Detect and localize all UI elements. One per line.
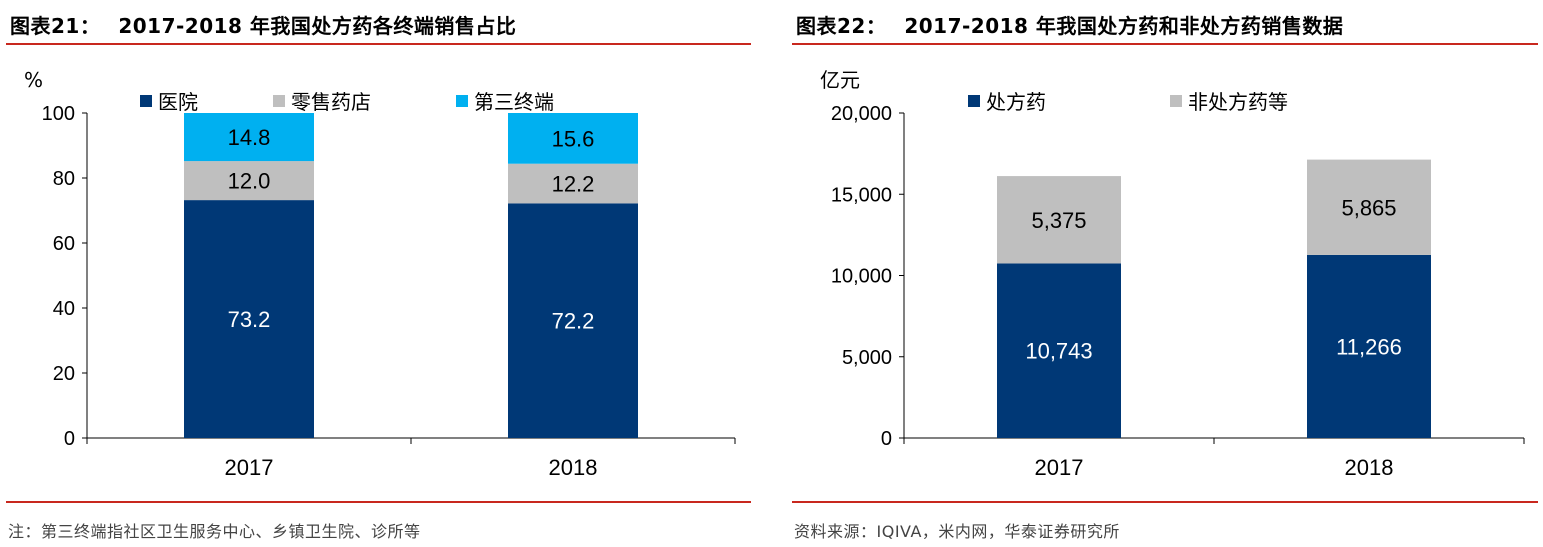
bar-segment-2018 <box>1307 159 1431 255</box>
y-tick-label: 80 <box>53 168 75 190</box>
chart-panel-rx-otc-sales: 图表22： 2017-2018 年我国处方药和非处方药销售数据 亿元 0 5,000 1… <box>786 0 1543 547</box>
y-tick-label: 100 <box>42 103 75 125</box>
y-tick-label: 20,000 <box>831 103 892 125</box>
bar-segment-2018 <box>1307 254 1431 438</box>
chart-title-text: 2017-2018 年我国处方药各终端销售占比 <box>118 14 517 38</box>
legend-swatch <box>456 95 468 107</box>
legend-label: 零售药店 <box>291 90 371 114</box>
bar-segment-2018 <box>508 203 638 438</box>
stacked-bar-chart-rx-otc-sales: 亿元 0 5,000 10,000 15,000 20,000 10,743 5,375 201… <box>820 68 1525 480</box>
legend-swatch <box>1170 95 1182 107</box>
data-label: 5,865 <box>1341 195 1396 220</box>
x-tick-label: 2018 <box>549 455 598 480</box>
bar-segment-2017 <box>184 200 314 438</box>
legend-swatch <box>968 95 980 107</box>
data-label: 72.2 <box>552 309 595 334</box>
data-label: 15.6 <box>552 126 595 151</box>
legend-swatch <box>140 95 152 107</box>
bar-segment-2017 <box>184 113 314 162</box>
x-tick-label: 2018 <box>1345 455 1394 480</box>
y-tick-label: 0 <box>64 428 75 450</box>
data-label: 73.2 <box>228 307 271 332</box>
data-label: 11,266 <box>1336 334 1402 359</box>
y-axis-unit-label: 亿元 <box>820 68 860 92</box>
y-tick-label: 20 <box>53 363 75 385</box>
bar-segment-2018 <box>508 113 638 164</box>
legend-swatch <box>273 95 285 107</box>
y-axis-unit-label: % <box>24 68 43 92</box>
chart-number: 图表21： <box>10 14 101 38</box>
footnote: 注：第三终端指社区卫生服务中心、乡镇卫生院、诊所等 <box>8 522 421 541</box>
x-tick-label: 2017 <box>1035 455 1084 480</box>
chart-title: 图表22： 2017-2018 年我国处方药和非处方药销售数据 <box>796 10 1343 39</box>
y-tick-label: 10,000 <box>831 266 892 288</box>
bar-segment-2017 <box>184 161 314 201</box>
title-rule <box>6 43 751 45</box>
chart-title: 图表21： 2017-2018 年我国处方药各终端销售占比 <box>10 10 516 39</box>
chart-number: 图表22： <box>796 14 887 38</box>
y-tick-label: 40 <box>53 298 75 320</box>
title-rule <box>792 43 1538 45</box>
chart-title-text: 2017-2018 年我国处方药和非处方药销售数据 <box>904 14 1344 38</box>
data-label: 12.0 <box>228 169 271 194</box>
data-label: 10,743 <box>1025 339 1092 364</box>
bar-segment-2017 <box>997 176 1121 264</box>
y-tick-label: 0 <box>881 428 892 450</box>
y-tick-label: 60 <box>53 233 75 255</box>
bar-segment-2017 <box>997 263 1121 438</box>
source-note: 资料来源：IQIVA，米内网，华泰证券研究所 <box>794 522 1120 541</box>
legend-label: 医院 <box>158 90 198 114</box>
x-tick-label: 2017 <box>225 455 274 480</box>
chart-panel-terminal-share: 图表21： 2017-2018 年我国处方药各终端销售占比 % 0 20 40 60 80 1… <box>0 0 760 547</box>
footer-rule <box>792 501 1538 503</box>
legend-label: 非处方药等 <box>1188 90 1288 114</box>
y-tick-label: 15,000 <box>831 184 892 206</box>
legend-label: 第三终端 <box>474 90 554 114</box>
data-label: 5,375 <box>1031 208 1086 233</box>
stacked-bar-chart-terminal-share: % 0 20 40 60 80 100 73.2 12.0 14.8 2017 72.2 12.2 15.… <box>24 68 736 480</box>
data-label: 12.2 <box>552 172 595 197</box>
bar-segment-2018 <box>508 163 638 204</box>
data-label: 14.8 <box>228 125 271 150</box>
y-tick-label: 5,000 <box>842 347 892 369</box>
legend-label: 处方药 <box>986 90 1046 114</box>
footer-rule <box>6 501 751 503</box>
